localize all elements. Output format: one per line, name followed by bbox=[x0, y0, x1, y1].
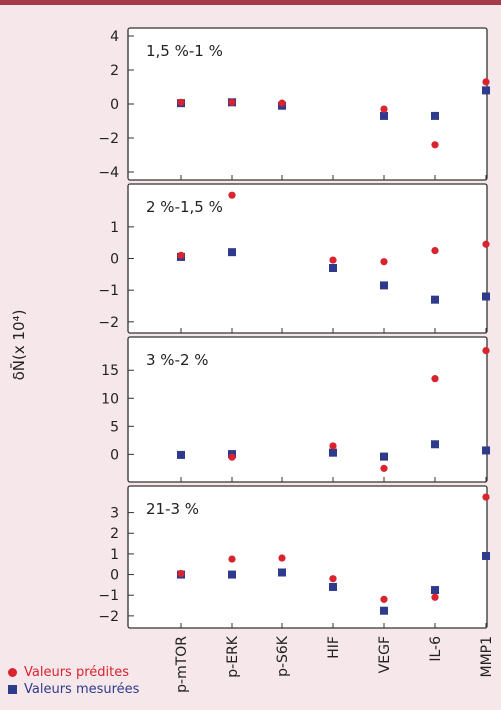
predicted-point bbox=[380, 258, 388, 266]
predicted-point bbox=[431, 141, 439, 149]
y-tick-label: −1 bbox=[98, 283, 119, 299]
measured-point bbox=[431, 586, 439, 595]
y-tick-label: 0 bbox=[110, 447, 119, 463]
legend: Valeurs prédites Valeurs mesurées bbox=[8, 664, 139, 698]
predicted-point bbox=[380, 464, 388, 472]
predicted-point bbox=[228, 191, 236, 199]
y-tick-label: 1 bbox=[110, 220, 119, 236]
y-tick-label: 5 bbox=[110, 419, 119, 435]
predicted-point bbox=[380, 105, 388, 113]
x-tick-label: p-ERK bbox=[225, 635, 241, 678]
x-tick-label: HIF bbox=[326, 636, 342, 659]
y-tick-label: 2 bbox=[110, 63, 119, 79]
measured-point bbox=[482, 446, 490, 455]
predicted-point bbox=[228, 555, 236, 563]
predicted-point bbox=[431, 246, 439, 255]
measured-point bbox=[329, 264, 337, 272]
panel-2: 1 0 −1 −2 2 %-1,5 % bbox=[98, 183, 490, 334]
legend-label-measured: Valeurs mesurées bbox=[24, 682, 140, 697]
measured-point bbox=[177, 450, 185, 459]
predicted-point bbox=[329, 442, 337, 450]
legend-item-predicted: Valeurs prédites bbox=[8, 664, 139, 681]
legend-label-predicted: Valeurs prédites bbox=[24, 665, 129, 680]
panel-title: 21-3 % bbox=[146, 500, 199, 518]
y-tick-label: 2 bbox=[110, 526, 119, 542]
predicted-point bbox=[482, 347, 490, 355]
x-tick-label: p-S6K bbox=[275, 635, 291, 677]
x-tick-label: MMP1 bbox=[479, 636, 495, 678]
measured-point bbox=[228, 248, 236, 257]
panel-title: 2 %-1,5 % bbox=[146, 198, 223, 216]
y-tick-label: 10 bbox=[101, 391, 119, 407]
measured-point bbox=[431, 440, 439, 449]
y-tick-label: −2 bbox=[98, 315, 119, 331]
measured-point bbox=[431, 111, 439, 120]
y-tick-label: 0 bbox=[110, 252, 119, 268]
y-tick-label: 1 bbox=[110, 547, 119, 563]
y-tick-label: 15 bbox=[101, 363, 119, 379]
predicted-point bbox=[177, 569, 185, 578]
panel-4: 3 2 1 0 −1 −2 21-3 % bbox=[98, 485, 490, 629]
y-tick-label: −2 bbox=[98, 609, 119, 625]
predicted-point bbox=[329, 575, 337, 583]
x-tick-label: VEGF bbox=[377, 636, 393, 673]
predicted-point bbox=[228, 453, 236, 461]
y-tick-label: 3 bbox=[110, 506, 119, 522]
measured-point bbox=[329, 582, 337, 591]
predicted-point bbox=[329, 256, 337, 264]
predicted-point bbox=[482, 78, 490, 86]
measured-point bbox=[380, 452, 388, 461]
y-tick-label: −4 bbox=[98, 165, 119, 181]
predicted-point bbox=[431, 593, 439, 601]
measured-point bbox=[228, 570, 236, 579]
predicted-point bbox=[380, 595, 388, 603]
measured-point bbox=[482, 86, 490, 95]
measured-point bbox=[431, 295, 439, 304]
panel-title: 3 %-2 % bbox=[146, 351, 209, 369]
y-tick-label: 4 bbox=[110, 29, 119, 45]
y-tick-label: 0 bbox=[110, 97, 119, 113]
predicted-point bbox=[177, 98, 185, 106]
legend-item-measured: Valeurs mesurées bbox=[8, 681, 139, 698]
predicted-point bbox=[228, 98, 236, 106]
panel-1: 4 2 0 −2 −4 1,5 %-1 % bbox=[98, 27, 490, 181]
x-tick-labels: p-mTOR p-ERK p-S6K HIF VEGF IL-6 MMP1 bbox=[174, 635, 495, 693]
predicted-point bbox=[177, 251, 185, 259]
predicted-point bbox=[278, 99, 286, 107]
x-tick-label: p-mTOR bbox=[174, 636, 190, 693]
y-tick-label: −2 bbox=[98, 131, 119, 147]
measured-point bbox=[329, 448, 337, 457]
y-axis-label: δN̄(x 10⁴) bbox=[9, 310, 28, 381]
y-tick-label: −1 bbox=[98, 588, 119, 604]
predicted-point bbox=[482, 493, 490, 501]
panel-title: 1,5 %-1 % bbox=[146, 42, 223, 60]
panel-frame bbox=[127, 336, 488, 483]
measured-point bbox=[380, 606, 388, 615]
measured-point bbox=[380, 111, 388, 120]
legend-marker-square bbox=[8, 685, 17, 694]
panel-3: 15 10 5 0 3 %-2 % bbox=[101, 336, 490, 483]
y-tick-label: 0 bbox=[110, 568, 119, 584]
predicted-point bbox=[482, 240, 490, 248]
top-accent-bar bbox=[0, 0, 501, 5]
predicted-point bbox=[431, 375, 439, 383]
measured-point bbox=[380, 281, 388, 290]
measured-point bbox=[482, 551, 490, 560]
measured-point bbox=[278, 568, 286, 577]
x-tick-label: IL-6 bbox=[428, 636, 444, 662]
legend-marker-circle bbox=[8, 668, 17, 677]
predicted-point bbox=[278, 554, 286, 562]
measured-point bbox=[482, 292, 490, 301]
